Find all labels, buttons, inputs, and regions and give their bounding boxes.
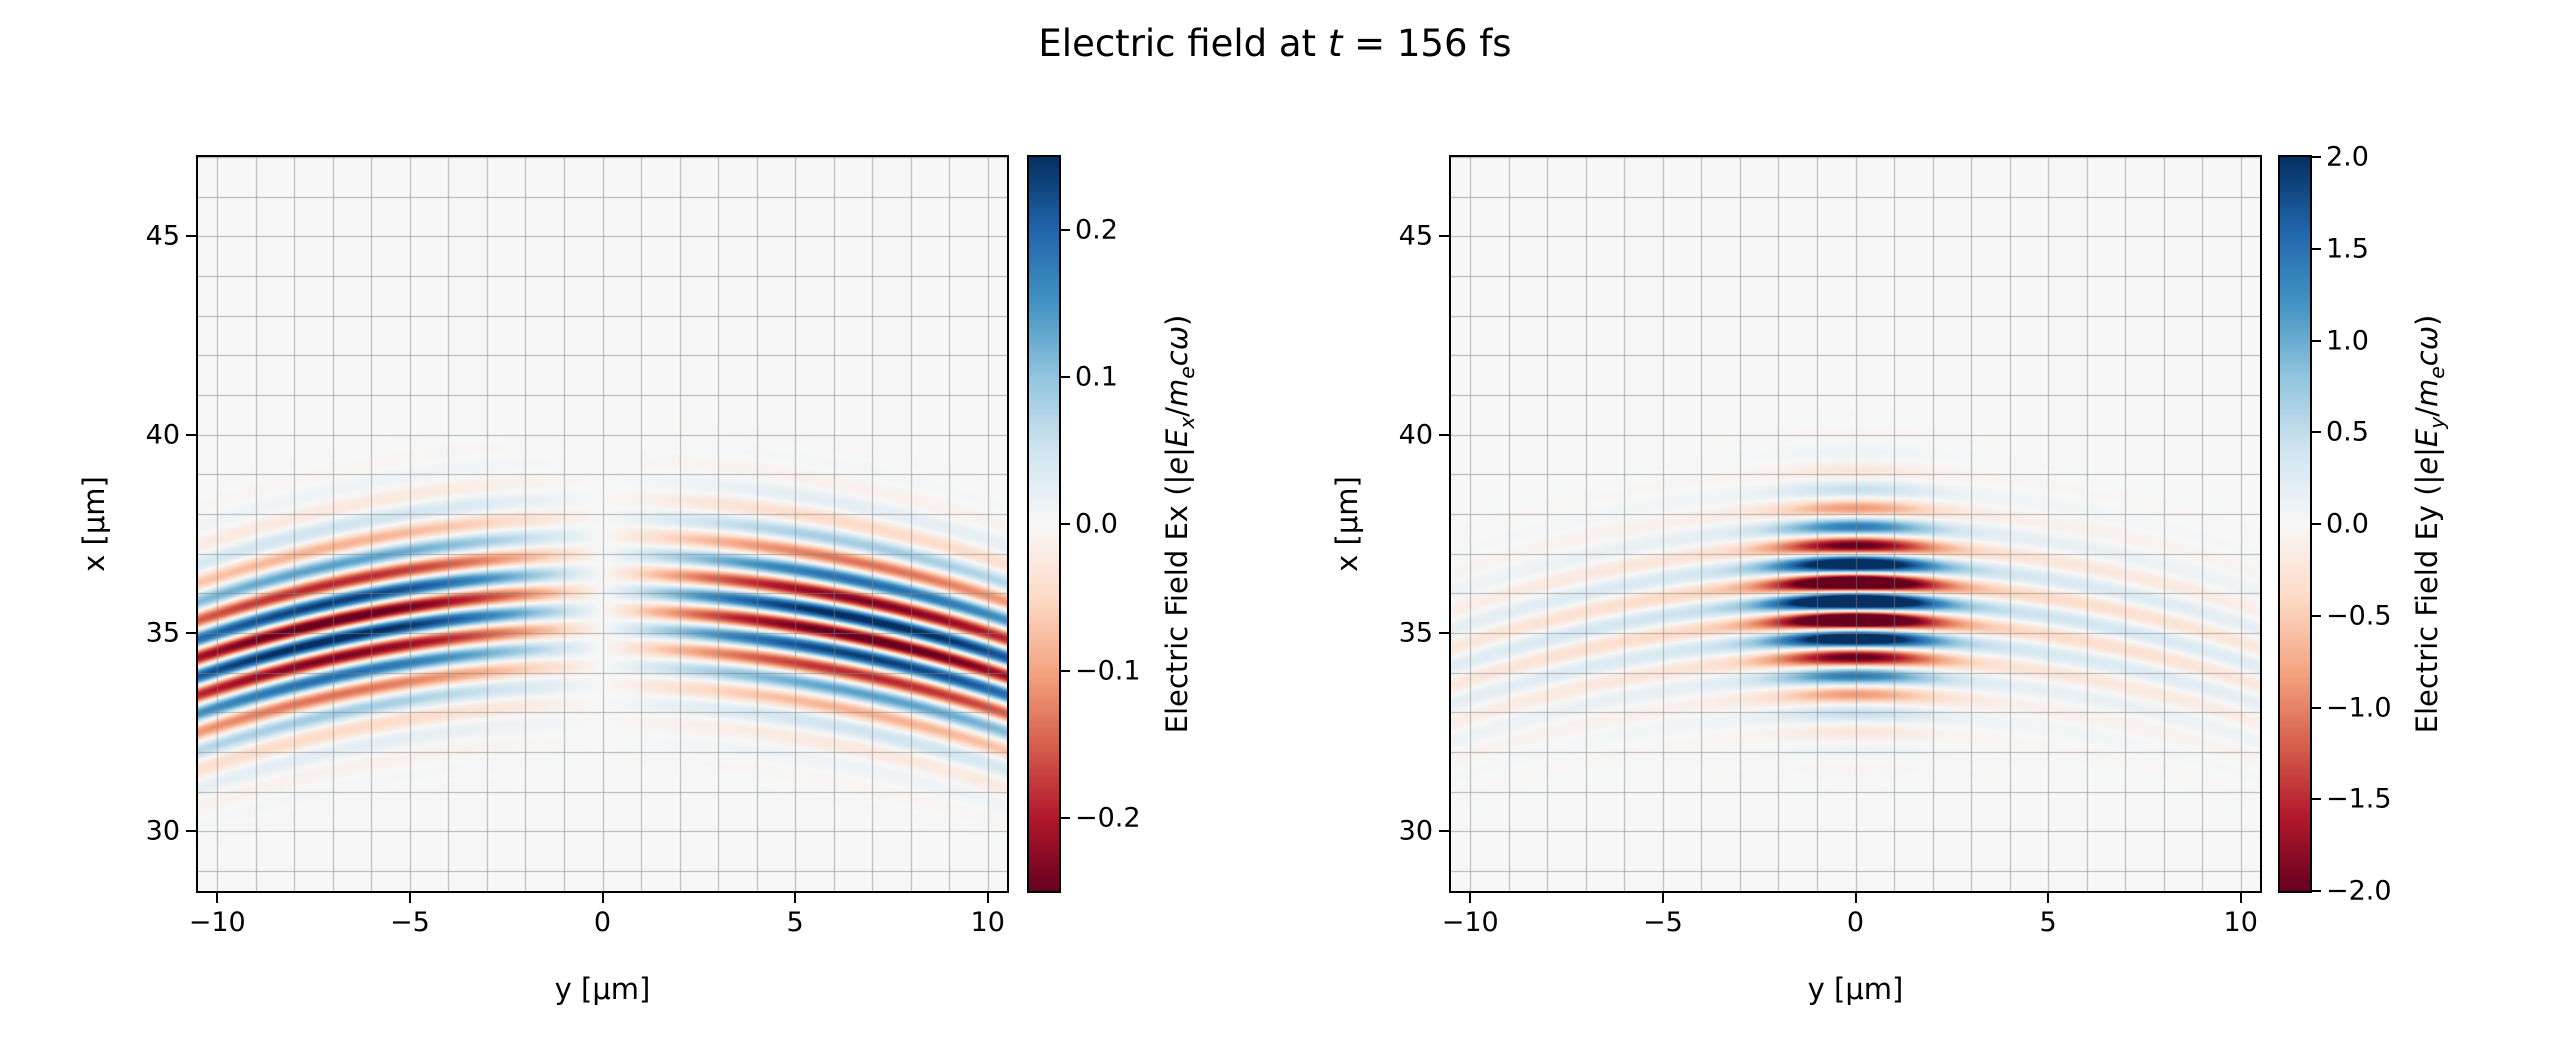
label-text: m [2410,378,2444,407]
x-tick-mark [986,893,989,903]
y-tick-label: 45 [1398,220,1433,252]
colorbar-label-ey: Electric Field Ey (|e|Ey/mecω) [2410,314,2449,734]
colorbar-tick-mark [1061,229,1070,232]
x-tick-label: 5 [2039,907,2057,938]
x-tick-label: −5 [1642,907,1683,938]
label-subscript: y [2424,416,2449,429]
colorbar-tick-mark [2312,798,2321,801]
colorbar-tick-label: 0.0 [1075,508,1118,540]
colorbar-tick-mark [2312,247,2321,250]
figure-title: Electric field at t = 156 fs [0,22,2550,65]
label-subscript: e [2424,366,2449,379]
colorbar-tick-mark [2312,614,2321,617]
colorbar-tick-mark [1061,669,1070,672]
x-tick-label: 10 [2223,907,2258,938]
colorbar-tick-mark [2312,523,2321,525]
x-tick-label: 5 [786,907,804,938]
colorbar-tick-label: 0.5 [2326,416,2369,448]
x-tick-mark [1854,893,1857,903]
y-tick-mark [1439,830,1449,833]
x-tick-mark [601,893,604,903]
heatmap-canvas-ex [198,157,1007,891]
colorbar-tick-label: 1.0 [2326,325,2369,356]
x-tick-label: −10 [188,907,246,938]
y-tick-mark [186,632,196,635]
x-axis-label-ey: y [μm] [1807,972,1904,1006]
colorbar-ey: 2.0 1.5 1.0 0.5 0.0 −0.5 −1.0 −1.5 −2.0 [2278,142,2392,907]
colorbar-tick-mark [2312,706,2321,709]
axes-ex: −10 −5 0 5 10 30 35 40 45 [146,155,1009,938]
y-tick-label: 40 [145,419,180,451]
colorbar-tick-label: −2.0 [2326,875,2392,907]
label-text: c [2410,350,2444,367]
y-tick-label: 45 [145,220,180,252]
colorbar-tick-label: 0.2 [1075,214,1118,246]
colorbar-canvas-ey [2280,157,2310,891]
label-text: e [2410,456,2444,475]
colorbar-canvas-ex [1029,157,1059,891]
y-axis-label-ey: x [μm] [1330,476,1364,572]
x-tick-mark [2047,893,2050,903]
heatmap-canvas-ey [1451,157,2260,891]
colorbar-tick-label: −1.5 [2326,783,2392,815]
label-text: / [2410,406,2444,417]
colorbar-tick-mark [1061,523,1070,525]
label-text: t [1327,22,1343,65]
x-tick-label: 0 [1846,907,1865,938]
label-text: E [2410,428,2444,448]
x-tick-label: 10 [970,907,1005,938]
y-tick-mark [1439,433,1449,436]
colorbar-tick-label: −0.2 [1075,802,1141,834]
y-tick-label: 30 [1398,815,1433,847]
colorbar-tick-mark [2312,890,2321,892]
y-tick-label: 35 [145,617,180,649]
colorbar-ex: 0.2 0.1 0.0 −0.1 −0.2 [1027,155,1141,893]
x-tick-label: −10 [1441,907,1499,938]
label-text: = 156 fs [1342,22,1512,65]
y-tick-mark [186,235,196,238]
x-tick-label: −5 [389,907,430,938]
y-tick-mark [186,830,196,833]
colorbar-tick-label: −0.1 [1075,655,1141,687]
colorbar-tick-mark [1061,376,1070,379]
x-tick-mark [408,893,411,903]
x-tick-mark [2239,893,2242,903]
label-text: Electric field at [1038,22,1328,65]
label-text: ω [2410,325,2444,351]
x-tick-mark [216,893,219,903]
colorbar-tick-label: −1.0 [2326,692,2392,723]
axes-ey: −10 −5 0 5 10 30 35 40 45 [1399,155,2262,938]
y-tick-mark [186,433,196,436]
colorbar-tick-label: 2.0 [2326,141,2369,173]
colorbar-tick-label: 0.1 [1075,361,1118,393]
y-tick-label: 40 [1398,419,1433,451]
label-text: | [2410,447,2444,457]
colorbar-tick-label: −0.5 [2326,600,2392,632]
x-tick-mark [794,893,797,903]
label-text: ) [2410,314,2444,326]
y-tick-mark [1439,632,1449,635]
x-tick-label: 0 [593,907,612,938]
y-tick-label: 35 [1398,617,1433,649]
colorbar-tick-mark [2312,431,2321,434]
colorbar-tick-mark [2312,156,2321,158]
y-tick-mark [1439,235,1449,238]
x-axis-label-ex: y [μm] [554,972,651,1006]
y-tick-label: 30 [145,815,180,847]
x-tick-mark [1469,893,1472,903]
x-tick-mark [1661,893,1664,903]
label-text: Electric Field Ey (| [2410,474,2444,734]
colorbar-tick-mark [2312,339,2321,342]
colorbar-tick-mark [1061,816,1070,819]
colorbar-tick-label: 1.5 [2326,233,2369,265]
colorbar-tick-label: 0.0 [2326,508,2369,540]
